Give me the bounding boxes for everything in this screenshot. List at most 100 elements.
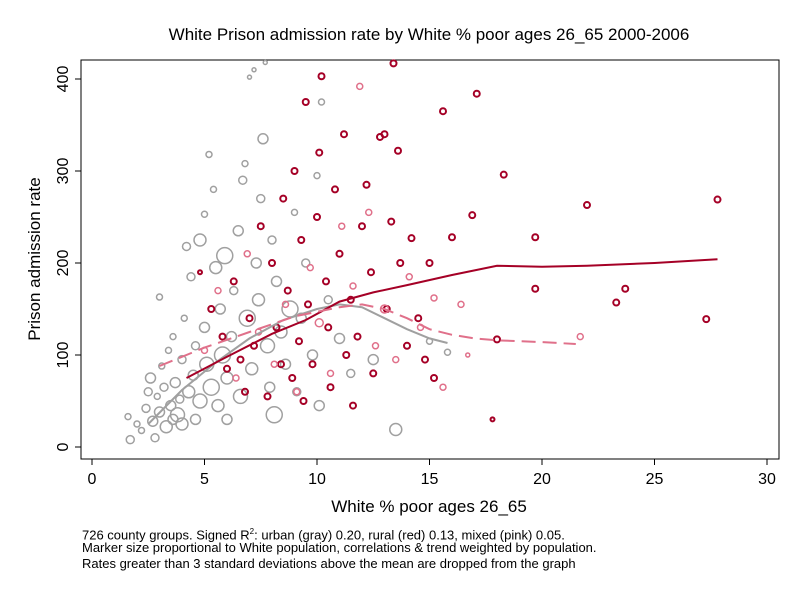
data-point-rural [394, 146, 402, 155]
data-point-urban [169, 407, 186, 423]
data-point-urban [259, 338, 276, 354]
trend-lines [147, 258, 718, 425]
data-point-urban [306, 349, 319, 361]
y-axis-title: Prison admission rate [25, 177, 44, 340]
data-point-mixed [365, 208, 373, 217]
data-point-rural [713, 195, 722, 204]
data-point-rural [367, 268, 375, 277]
data-point-mixed [405, 273, 413, 281]
y-tick-label: 400 [55, 66, 72, 93]
data-point-rural [283, 286, 292, 295]
data-point-urban [177, 354, 187, 365]
data-point-rural [313, 213, 321, 221]
data-point-urban [175, 417, 189, 431]
data-point-urban [323, 295, 333, 305]
data-point-rural [468, 211, 477, 220]
data-point-rural [324, 323, 333, 332]
x-tick-label: 30 [758, 471, 776, 488]
data-point-urban [158, 362, 166, 370]
data-point-rural [369, 369, 378, 378]
note-line-3: Rates greater than 3 standard deviations… [82, 556, 576, 571]
data-point-urban [313, 171, 321, 180]
chart-title: White Prison admission rate by White % p… [169, 25, 690, 44]
data-point-urban [169, 332, 177, 341]
data-point-rural [349, 401, 357, 410]
data-point-rural [612, 298, 621, 307]
data-point-urban [143, 387, 153, 397]
data-point-urban [251, 293, 266, 307]
data-point-mixed [306, 263, 314, 272]
data-point-rural [317, 72, 326, 81]
data-point-mixed [457, 300, 465, 309]
data-point-urban [175, 394, 185, 404]
data-point-urban [279, 358, 292, 370]
data-point-rural [396, 259, 405, 267]
data-point-urban [202, 378, 220, 396]
data-point-urban [150, 433, 160, 443]
data-point-rural [342, 351, 351, 359]
data-point-rural [621, 284, 630, 293]
data-point-rural [430, 374, 438, 382]
note-line-1-text: 726 county groups. Signed R [82, 527, 250, 543]
data-point-rural [304, 300, 312, 309]
data-point-urban [333, 332, 346, 345]
data-point-urban [180, 314, 188, 322]
data-point-urban [153, 406, 166, 418]
data-point-urban [367, 353, 379, 366]
data-point-rural [256, 222, 265, 231]
data-point-rural [263, 392, 272, 401]
data-point-urban [262, 59, 268, 66]
data-point-urban [292, 387, 302, 397]
data-point-rural [295, 337, 303, 346]
data-point-urban [137, 426, 146, 435]
data-point-urban [181, 241, 192, 252]
data-point-rural [207, 305, 216, 313]
x-tick-label: 20 [533, 471, 551, 488]
y-tick-label: 0 [55, 442, 72, 451]
data-point-rural [531, 284, 540, 293]
data-point-urban [186, 272, 196, 282]
data-point-urban [238, 309, 256, 327]
data-point-mixed [314, 318, 324, 328]
data-point-urban [159, 420, 173, 434]
data-point-rural [326, 383, 335, 392]
data-point-urban [198, 321, 211, 334]
data-point-rural [299, 397, 308, 405]
data-point-rural [335, 249, 344, 258]
data-point-rural [279, 194, 288, 203]
data-point-rural [236, 355, 245, 364]
data-point-rural [218, 332, 227, 341]
data-point-mixed [349, 282, 357, 290]
data-point-rural [531, 233, 540, 242]
data-marks [124, 59, 722, 445]
data-point-urban [153, 392, 161, 401]
data-point-rural [499, 170, 508, 179]
data-point-rural [414, 314, 423, 323]
data-point-mixed [243, 250, 251, 258]
note-line-1: 726 county groups. Signed R2: urban (gra… [82, 524, 565, 542]
data-point-rural [331, 185, 339, 194]
data-point-rural [197, 269, 203, 276]
data-point-mixed [214, 286, 222, 295]
data-point-rural [389, 59, 398, 68]
data-point-rural [472, 89, 481, 98]
data-point-mixed [371, 342, 380, 350]
data-point-urban [256, 193, 266, 204]
y-tick-label: 200 [55, 250, 72, 277]
data-point-urban [209, 260, 223, 275]
data-point-mixed [392, 355, 400, 364]
data-point-urban [221, 413, 233, 426]
data-point-urban [169, 376, 181, 389]
trend-line-mixed [159, 303, 576, 367]
data-point-mixed [465, 352, 471, 358]
data-point-rural [425, 259, 434, 267]
data-point-rural [297, 236, 306, 244]
data-point-urban [205, 150, 213, 159]
data-point-urban [389, 422, 403, 437]
data-point-rural [403, 341, 411, 350]
data-point-urban [250, 257, 262, 269]
data-point-urban [232, 388, 249, 405]
data-point-rural [353, 332, 362, 341]
